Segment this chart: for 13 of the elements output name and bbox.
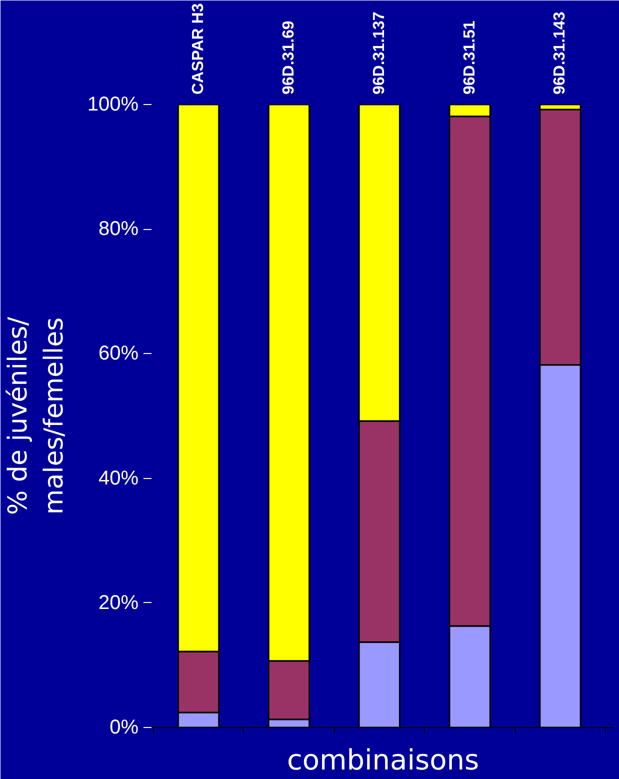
x-tick-label: 96D.31.51 — [461, 20, 478, 94]
y-tick-label: 100% — [87, 94, 139, 116]
y-tick-label: 80% — [98, 218, 139, 240]
y-tick-label: 20% — [98, 592, 139, 614]
y-tick-label: 60% — [98, 342, 139, 365]
y-tick-label: 40% — [98, 467, 139, 490]
x-tick-label: 96D.31.69 — [280, 20, 298, 94]
x-tick-label: CASPAR H3 — [190, 3, 208, 94]
x-tick-label: 96D.31.137 — [370, 12, 388, 94]
x-tick-label: 96D.31.143 — [552, 12, 569, 94]
x-axis-title: combinaisons — [286, 744, 480, 776]
y-tick-label: 0% — [110, 716, 139, 738]
y-axis-title: % de juvéniles/ males/femelles — [3, 316, 70, 516]
